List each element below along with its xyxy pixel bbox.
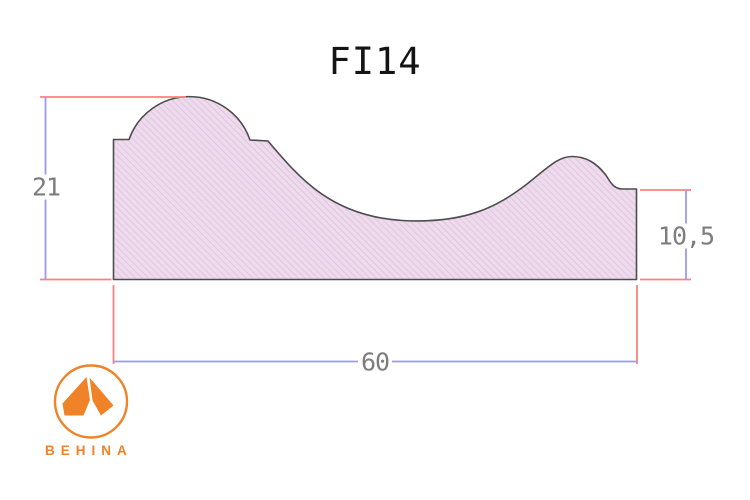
logo-circle [53, 364, 129, 439]
behina-logo-icon [53, 364, 129, 439]
page-title: FI14 [328, 40, 422, 83]
logo-house-left-face [62, 377, 90, 416]
molding-profile-shape [112, 95, 638, 281]
dimension-label-right-height: 10,5 [654, 223, 718, 249]
logo-house-right-face [89, 377, 114, 416]
dimension-label-left-height: 21 [28, 174, 64, 200]
brand-name: BEHINA [45, 443, 133, 458]
dimension-label-bottom-width: 60 [357, 349, 393, 375]
